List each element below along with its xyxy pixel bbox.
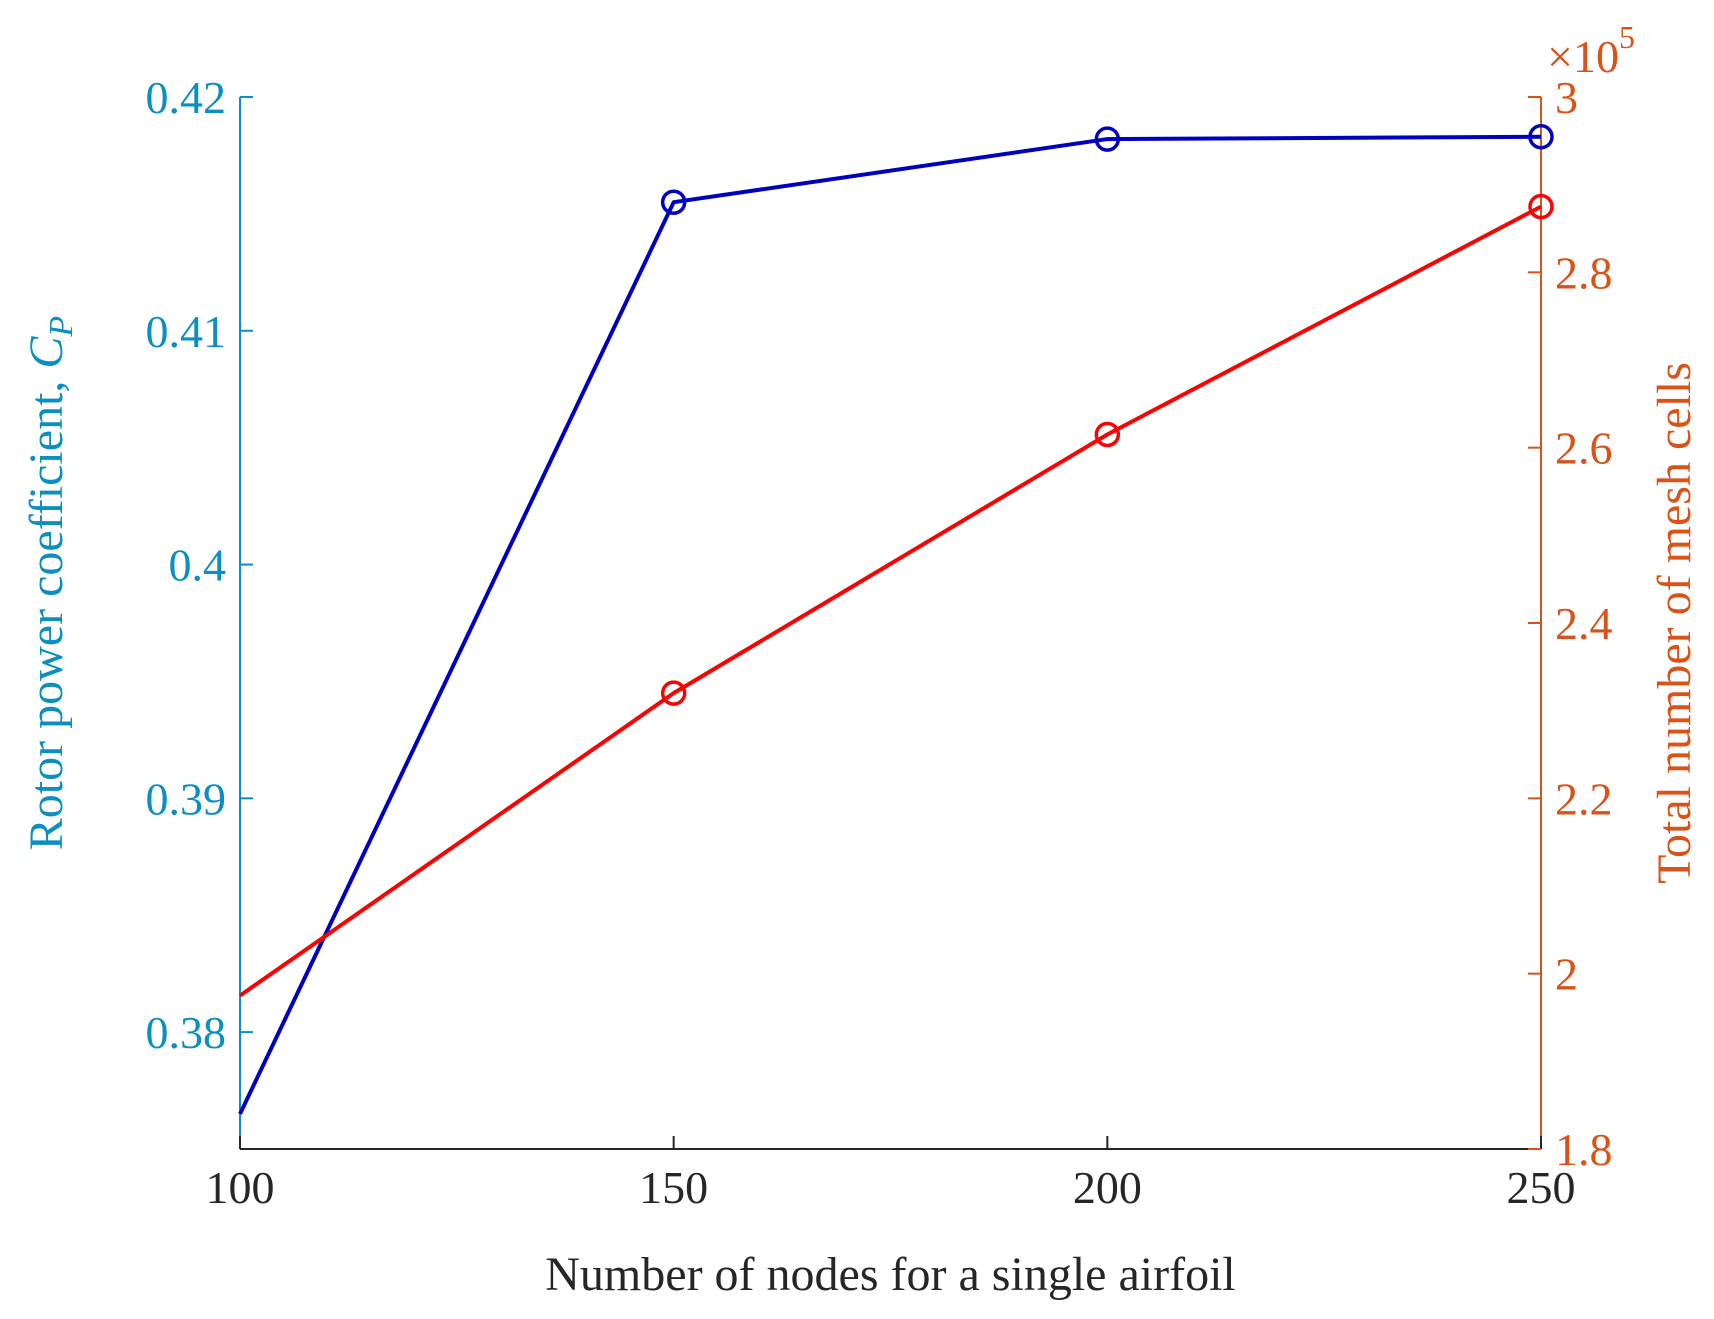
series-right-marker: [660, 680, 687, 706]
right-y-tick-label: 2.6: [1555, 423, 1613, 474]
left-y-axis-title: Rotor power coefficient, CP: [20, 316, 80, 850]
multiplier-base: ×10: [1547, 31, 1619, 82]
x-tick-label: 250: [1507, 1162, 1576, 1213]
axes: [239, 96, 1542, 1150]
series-left-line: [238, 134, 1542, 1115]
right-y-tick-label: 2.4: [1555, 598, 1613, 649]
left-y-axis-title-text: Rotor power coefficient,: [20, 369, 73, 851]
right-y-tick-label: 3: [1555, 72, 1578, 123]
labels-group: 100 150 200 250 0.38 0.39 0.4 0.41 0.42 1.8 2 2.2 2.…: [20, 19, 1701, 1301]
series-right-marker: [1094, 421, 1121, 448]
series-left-marker: [660, 189, 687, 215]
x-tick-label: 100: [206, 1162, 275, 1213]
right-y-tick-label: 1.8: [1555, 1124, 1613, 1175]
x-axis-title: Number of nodes for a single airfoil: [545, 1248, 1235, 1301]
right-y-axis-title: Total number of mesh cells: [1648, 362, 1701, 884]
x-tick-label: 150: [639, 1162, 708, 1213]
right-y-tick-label: 2.2: [1555, 773, 1613, 824]
right-y-tick-label: 2.8: [1555, 247, 1613, 298]
left-y-tick-label: 0.4: [169, 540, 227, 591]
left-y-tick-label: 0.42: [146, 72, 227, 123]
series-right-marker: [1528, 193, 1554, 220]
x-tick-label: 200: [1073, 1162, 1142, 1213]
left-y-tick-label: 0.38: [146, 1007, 227, 1058]
left-y-axis-subscript: P: [43, 316, 80, 338]
right-axis-multiplier: ×105: [1547, 19, 1635, 82]
left-y-axis-symbol: C: [20, 336, 73, 369]
left-y-tick-label: 0.41: [146, 306, 227, 357]
right-y-tick-label: 2: [1555, 949, 1578, 1000]
series-group: [238, 123, 1554, 1115]
left-y-tick-label: 0.39: [146, 773, 227, 824]
series-right-line: [238, 204, 1542, 998]
series-left-marker: [1094, 126, 1121, 152]
multiplier-exponent: 5: [1619, 19, 1635, 55]
series-left-marker: [1528, 123, 1554, 150]
